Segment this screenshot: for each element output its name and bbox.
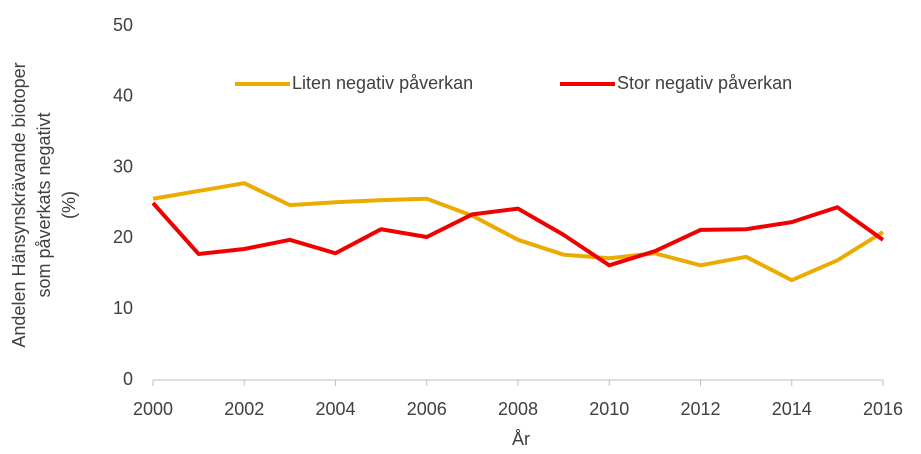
y-axis-label-line: Andelen Hänsynskrävande biotoper bbox=[9, 62, 29, 347]
x-tick-label: 2008 bbox=[498, 399, 538, 419]
y-tick-label: 50 bbox=[113, 15, 133, 35]
x-tick-label: 2006 bbox=[407, 399, 447, 419]
x-tick-label: 2016 bbox=[863, 399, 903, 419]
x-tick-label: 2004 bbox=[315, 399, 355, 419]
x-tick-label: 2012 bbox=[680, 399, 720, 419]
x-tick-label: 2014 bbox=[772, 399, 812, 419]
series-line bbox=[151, 201, 885, 268]
y-axis-label: Andelen Hänsynskrävande biotoper som påve… bbox=[9, 62, 79, 347]
y-tick-label: 40 bbox=[113, 86, 133, 106]
x-tick-label: 2010 bbox=[589, 399, 629, 419]
y-axis-label-line: som påverkats negativt bbox=[34, 112, 54, 297]
legend-label: Liten negativ påverkan bbox=[292, 73, 473, 93]
y-axis-label-line: (%) bbox=[59, 191, 79, 219]
y-tick-label: 10 bbox=[113, 298, 133, 318]
series-line bbox=[152, 181, 885, 283]
x-axis-label: År bbox=[512, 429, 530, 449]
x-tick-label: 2002 bbox=[224, 399, 264, 419]
y-tick-label: 30 bbox=[113, 156, 133, 176]
legend-label: Stor negativ påverkan bbox=[617, 73, 792, 93]
y-tick-label: 0 bbox=[123, 369, 133, 389]
y-tick-label: 20 bbox=[113, 227, 133, 247]
x-tick-label: 2000 bbox=[133, 399, 173, 419]
